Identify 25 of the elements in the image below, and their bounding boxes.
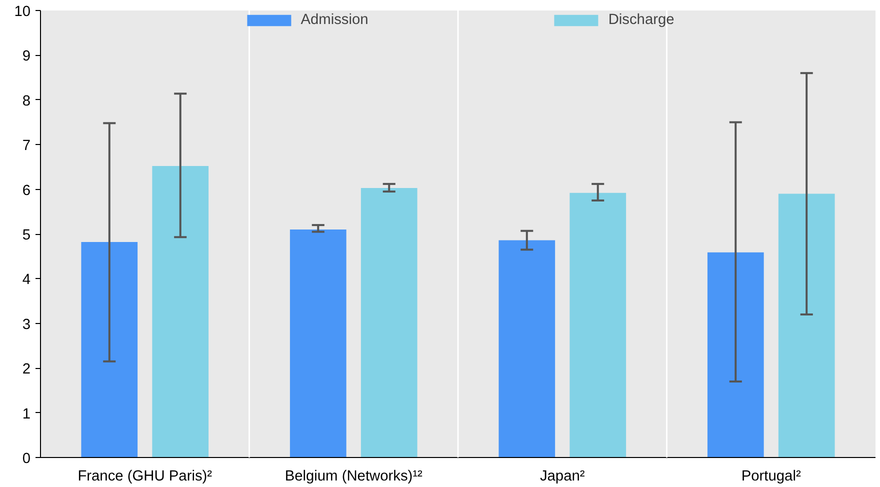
bar (570, 192, 626, 458)
x-tick-label: France (GHU Paris)² (78, 468, 212, 484)
y-tick-label: 6 (22, 182, 31, 199)
y-tick-label: 9 (22, 48, 31, 65)
y-tick-label: 2 (22, 362, 31, 378)
y-tick-label: 7 (22, 138, 31, 154)
y-tick-label: 8 (22, 93, 31, 110)
y-tick-label: 4 (22, 272, 31, 288)
bar (778, 194, 835, 458)
x-tick-label: Belgium (Networks)¹² (284, 468, 423, 484)
legend-label: Admission (300, 12, 368, 28)
y-tick-label: 0 (22, 451, 31, 467)
bar (152, 166, 209, 458)
y-tick-label: 3 (22, 316, 31, 333)
bar (498, 240, 556, 458)
y-tick-label: 10 (14, 4, 31, 20)
bar (81, 242, 138, 458)
x-tick-label: Japan² (540, 468, 585, 484)
bar (707, 252, 764, 458)
x-tick-label: Portugal² (741, 468, 801, 484)
bar (360, 188, 418, 458)
legend-label: Discharge (608, 12, 674, 28)
y-tick-label: 5 (22, 228, 31, 244)
y-tick-label: 1 (22, 406, 31, 422)
bar (290, 230, 346, 458)
